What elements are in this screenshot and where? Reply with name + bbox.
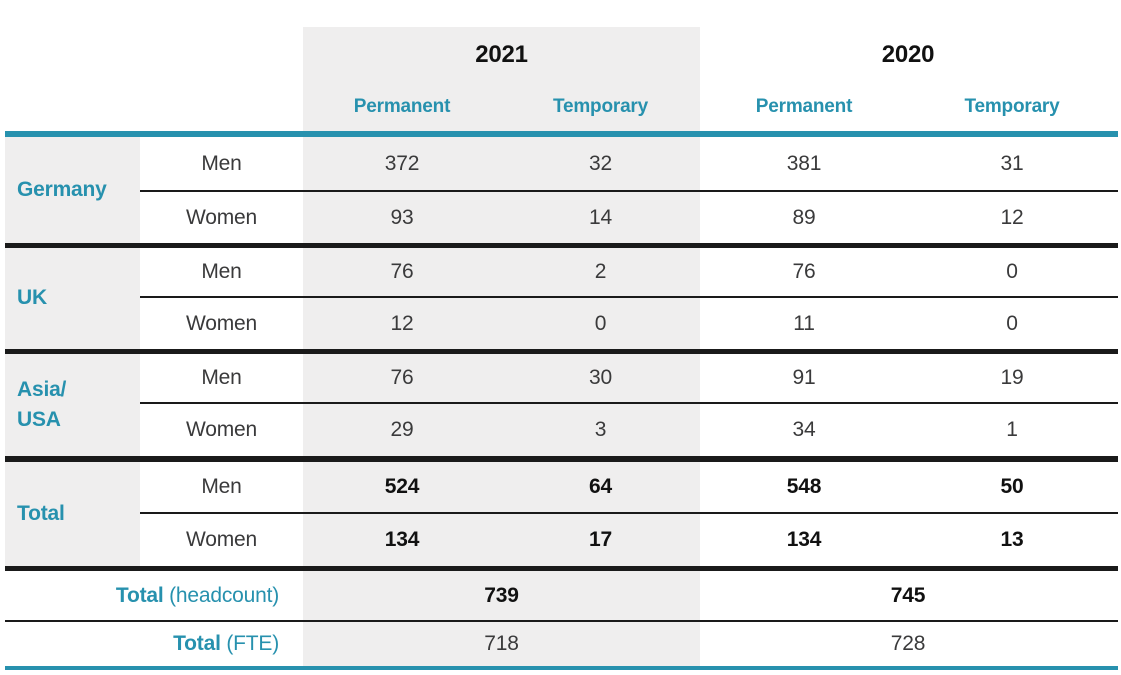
summary-label-headcount: Total (headcount)	[5, 571, 279, 620]
summary-label-fte-rest: (FTE)	[220, 632, 279, 655]
row-label: Women	[186, 311, 257, 335]
row-divider	[5, 620, 1118, 622]
row-divider	[140, 402, 1118, 404]
row-divider	[140, 512, 1118, 514]
header-rule	[5, 131, 1118, 137]
value-cell-total: 548	[786, 475, 822, 498]
value-cell: 30	[589, 366, 612, 389]
value-cell-total: 64	[589, 475, 612, 498]
column-header-temporary-2021: Temporary	[553, 96, 648, 117]
value-cell: 12	[1000, 205, 1024, 229]
value-cell: 76	[390, 366, 414, 389]
value-cell: 93	[390, 205, 414, 229]
value-cell: 0	[1006, 260, 1018, 283]
group-divider	[5, 243, 1118, 248]
row-label: Women	[186, 205, 257, 229]
summary-headcount-2020: 745	[890, 583, 926, 607]
column-group-header-2021: 2021	[475, 41, 528, 68]
summary-label-fte-bold: Total	[173, 632, 221, 655]
row-group-label-asia-line2: USA	[17, 408, 61, 431]
column-header-permanent-2020: Permanent	[755, 96, 853, 117]
summary-fte-2021: 718	[484, 632, 519, 655]
row-group-label-uk: UK	[17, 286, 47, 310]
column-header-temporary-2020: Temporary	[964, 96, 1060, 117]
row-divider	[140, 296, 1118, 298]
value-cell: 11	[793, 311, 815, 335]
value-cell-total: 134	[384, 528, 420, 551]
value-cell-total: 50	[1000, 475, 1024, 498]
value-cell: 31	[1000, 151, 1024, 175]
value-cell: 14	[589, 205, 612, 229]
row-group-label-total: Total	[17, 501, 65, 525]
value-cell-total: 524	[384, 475, 420, 498]
row-group-label-asia-usa: Asia/ USA	[17, 354, 66, 456]
summary-fte-2020: 728	[890, 632, 926, 655]
value-cell: 29	[390, 418, 414, 441]
summary-label-headcount-rest: (headcount)	[163, 583, 279, 607]
value-cell: 3	[594, 418, 607, 441]
value-cell-total: 17	[589, 528, 612, 551]
value-cell: 32	[589, 151, 612, 175]
row-label: Women	[186, 418, 257, 441]
value-cell: 2	[594, 260, 607, 283]
row-label: Men	[201, 366, 242, 389]
row-label: Men	[201, 151, 242, 175]
value-cell: 89	[792, 205, 816, 229]
value-cell: 19	[1000, 366, 1024, 389]
row-divider	[140, 190, 1118, 192]
group-divider	[5, 349, 1118, 354]
row-label: Men	[201, 260, 242, 283]
value-cell: 0	[594, 311, 607, 335]
footer-rule	[5, 666, 1118, 670]
value-cell: 12	[390, 311, 414, 335]
value-cell: 0	[1006, 311, 1018, 335]
value-cell: 372	[384, 151, 420, 175]
group-divider	[5, 566, 1118, 571]
row-label: Women	[186, 528, 257, 551]
row-group-label-germany: Germany	[17, 177, 107, 201]
row-label: Men	[201, 475, 242, 498]
value-cell: 1	[1006, 418, 1018, 441]
column-header-permanent-2021: Permanent	[353, 96, 451, 117]
group-divider	[5, 456, 1118, 462]
value-cell: 91	[792, 366, 816, 389]
summary-label-fte: Total (FTE)	[5, 622, 279, 666]
value-cell: 76	[792, 260, 816, 283]
value-cell: 381	[786, 151, 822, 175]
column-group-header-2020: 2020	[881, 41, 935, 68]
value-cell-total: 134	[786, 528, 822, 551]
value-cell: 34	[792, 418, 816, 441]
value-cell-total: 13	[1000, 528, 1024, 551]
summary-label-headcount-bold: Total	[115, 583, 164, 607]
row-group-label-asia-line1: Asia/	[17, 377, 67, 401]
value-cell: 76	[390, 260, 414, 283]
summary-headcount-2021: 739	[484, 583, 519, 607]
